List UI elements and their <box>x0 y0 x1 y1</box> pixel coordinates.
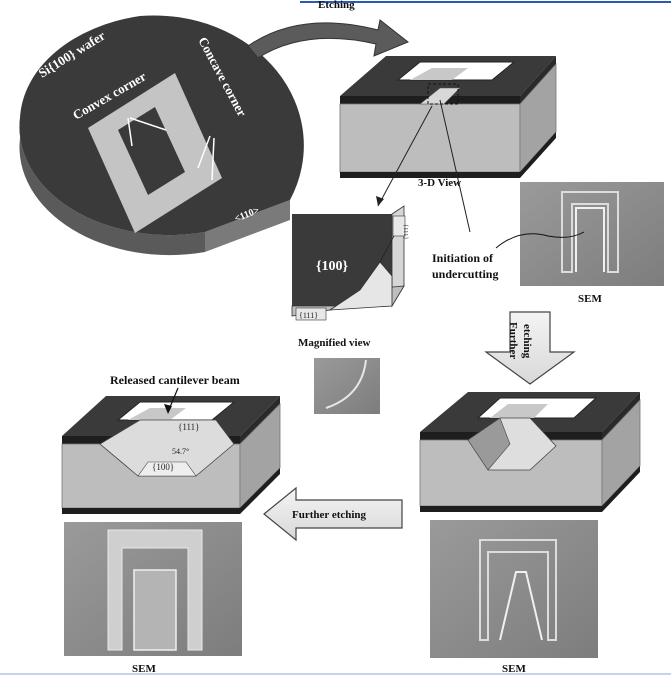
sem-bl-frame <box>107 529 203 651</box>
curved-arrow-icon <box>247 19 409 59</box>
sem-top-background <box>520 182 664 286</box>
block-top-inner <box>410 68 468 80</box>
magnified-facet <box>328 261 393 311</box>
sem-magnified-background <box>314 358 380 414</box>
concave-arrow-1 <box>197 135 211 169</box>
silicon-wafer <box>19 15 304 256</box>
initiation-label-line1: Initiation of <box>432 251 494 265</box>
magnify-box <box>427 83 459 105</box>
initiation-pointer-line <box>439 99 471 233</box>
beam-111-label: {111} <box>178 422 199 432</box>
beam-100-label: {100} <box>152 462 174 472</box>
magnified-100-label: {100} <box>316 259 349 274</box>
magnify-pointer-line <box>377 105 433 207</box>
released-beam-arrowhead <box>164 404 172 414</box>
block2-beam <box>490 404 548 418</box>
block-front-face <box>339 103 521 173</box>
block-3d-released <box>61 396 281 514</box>
initiation-label-line2: undercutting <box>432 267 498 281</box>
magnified-edge <box>379 231 397 263</box>
block-3d-initial <box>339 56 557 178</box>
convex-arrow-1 <box>127 117 133 147</box>
sem-top-label: SEM <box>578 293 602 305</box>
block3-beam <box>128 408 186 420</box>
down-arrow-icon <box>484 311 576 385</box>
magnified-view <box>291 205 406 321</box>
etching-label: Etching <box>318 0 355 11</box>
further-etching-down-label-1: Further <box>507 322 519 359</box>
block-mask-side <box>520 56 556 104</box>
mask-opening <box>118 107 185 195</box>
magnify-arrowhead <box>376 196 384 206</box>
magnified-111-tag-b <box>295 307 327 321</box>
etching-arrow <box>247 19 409 59</box>
sem-br-frame <box>479 539 557 641</box>
sem-magnified-edge <box>325 359 367 409</box>
beam-angle-label: 54.7° <box>172 447 189 456</box>
sem-br-beam <box>499 571 543 641</box>
left-arrow-icon <box>263 486 403 542</box>
sem-image-bottom-right <box>430 520 598 658</box>
corner-pointer-arrows <box>127 117 215 181</box>
further-etching-down-arrow <box>484 311 576 385</box>
released-beam-label: Released cantilever beam <box>110 373 240 387</box>
sem-bottom-left-label: SEM <box>132 663 156 675</box>
sem-bl-beam <box>133 569 177 651</box>
magnified-111-tag-a <box>392 215 406 237</box>
sem-image-bottom-left <box>64 522 242 656</box>
magnified-view-label: Magnified view <box>298 337 370 349</box>
convex-arrow-2 <box>129 117 167 131</box>
further-etching-left-label: Further etching <box>292 509 367 521</box>
block3-mask-side <box>240 396 280 444</box>
block3-bottom-layer <box>62 468 280 514</box>
sem-bottom-right-label: SEM <box>502 663 526 675</box>
sem-image-top <box>520 182 664 286</box>
block3-pit-floor <box>137 461 197 477</box>
magnified-111-label-b: {111} <box>299 311 318 320</box>
3d-view-label: 3-D View <box>418 177 461 189</box>
block2-etch-facet <box>467 417 511 471</box>
further-etching-left-arrow <box>263 486 403 542</box>
block-bottom-layer <box>340 132 556 178</box>
sem-br-background <box>430 520 598 658</box>
initiation-to-sem-line <box>495 231 585 249</box>
sem-image-magnified <box>314 358 380 414</box>
sem-top-beam <box>575 207 605 272</box>
sem-top-outline <box>561 191 619 273</box>
block2-mask-side <box>602 392 640 440</box>
magnified-111-label-a: {111} <box>402 224 409 240</box>
wafer-flat-edge <box>205 200 290 252</box>
further-etching-down-label-2: etching <box>521 324 533 359</box>
wafer-edge <box>19 118 206 256</box>
block2-bottom-layer <box>420 466 640 512</box>
block-3d-further <box>419 392 641 512</box>
concave-arrow-2 <box>211 137 215 181</box>
